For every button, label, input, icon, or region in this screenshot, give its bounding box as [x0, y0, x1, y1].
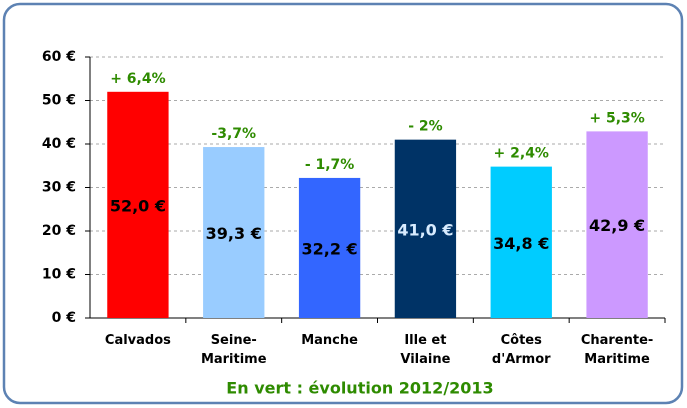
- value-label: 42,9 €: [589, 216, 645, 235]
- annotation: + 5,3%: [589, 110, 644, 126]
- y-tick-label: 10 €: [42, 267, 76, 283]
- y-tick-label: 30 €: [42, 180, 76, 196]
- value-label: 39,3 €: [206, 224, 262, 243]
- value-label: 34,8 €: [493, 234, 549, 253]
- x-tick-label: Calvados: [105, 333, 171, 348]
- value-label: 41,0 €: [397, 220, 453, 239]
- annotation: + 2,4%: [494, 146, 549, 162]
- y-tick-label: 20 €: [42, 223, 76, 239]
- annotation: - 2%: [408, 119, 442, 135]
- x-tick-label: Ille et Vilaine: [400, 333, 450, 367]
- y-tick-label: 50 €: [42, 93, 76, 109]
- value-label: 32,2 €: [301, 239, 357, 258]
- annotation: - 1,7%: [305, 157, 355, 173]
- value-label: 52,0 €: [110, 196, 166, 215]
- bar: [298, 177, 361, 318]
- x-tick-label: Charente-Maritime: [581, 333, 653, 367]
- annotation: + 6,4%: [110, 71, 165, 87]
- bar: [586, 131, 648, 318]
- x-tick-label: Manche: [301, 333, 358, 348]
- bar: [107, 91, 169, 318]
- bar: [394, 139, 457, 318]
- caption: En vert : évolution 2012/2013: [226, 379, 493, 398]
- y-tick-label: 60 €: [42, 49, 76, 65]
- x-tick-label: Côtes d'Armor: [492, 333, 551, 367]
- x-tick-label: Seine-Maritime: [201, 333, 267, 367]
- y-tick-label: 40 €: [42, 136, 76, 152]
- bar: [203, 147, 265, 318]
- bar: [490, 166, 552, 318]
- y-tick-label: 0 €: [52, 310, 76, 326]
- annotation: -3,7%: [211, 126, 256, 142]
